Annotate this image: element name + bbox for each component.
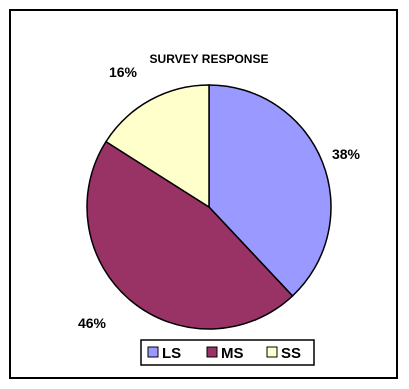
chart-title: SURVEY RESPONSE (150, 52, 269, 66)
legend-label-ls: LS (162, 345, 181, 362)
legend-label-ss: SS (281, 345, 301, 362)
slice-label-ss: 16% (109, 64, 138, 80)
legend-swatch-ss (266, 346, 278, 358)
legend-swatch-ms (206, 346, 218, 358)
pie-slice-labels: 38% 46% 16% (78, 64, 361, 331)
legend: LS MS SS (140, 339, 315, 366)
slice-label-ms: 46% (78, 315, 107, 331)
legend-label-ms: MS (221, 345, 244, 362)
legend-box (140, 339, 315, 366)
pie-slice-ms (86, 140, 294, 330)
pie-slices (86, 84, 332, 330)
slice-label-ls: 38% (332, 146, 361, 162)
pie-slice-ls (208, 84, 332, 297)
pie-slice-ss (104, 84, 210, 209)
legend-swatch-ls (147, 346, 159, 358)
